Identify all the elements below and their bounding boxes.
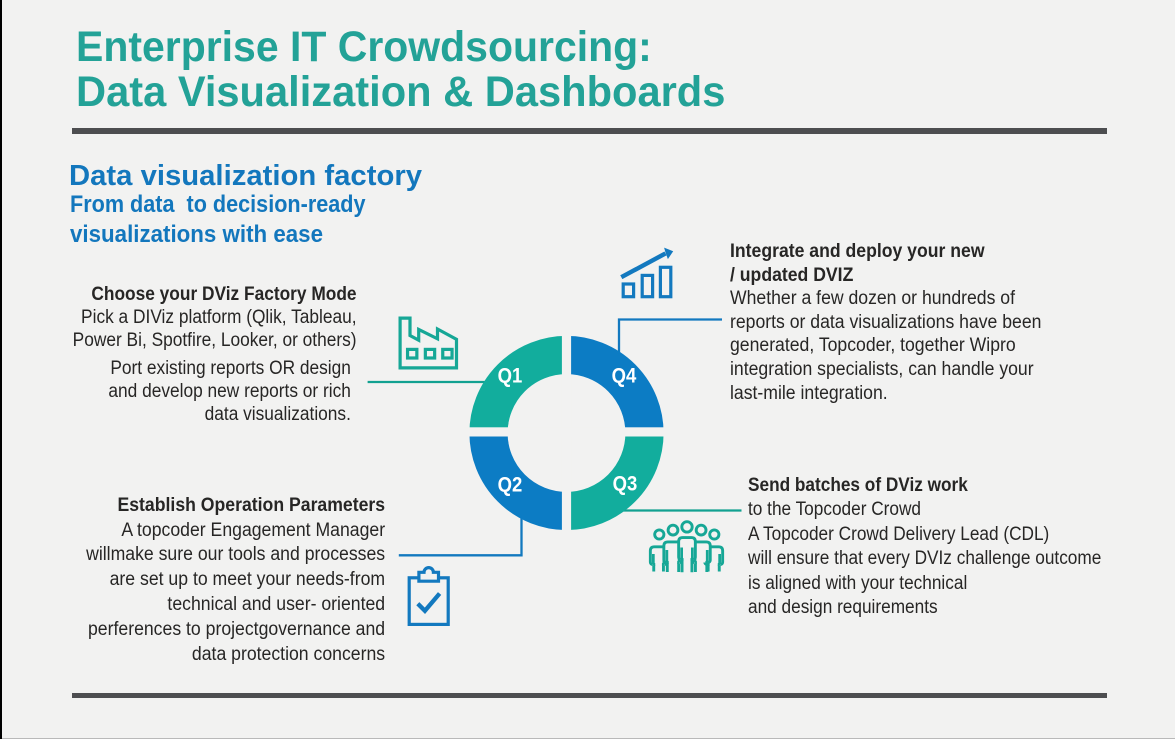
step-q3-line: A Topcoder Crowd Delivery Lead (CDL) <box>748 523 1050 545</box>
section-subtitle: From data to decision-ready visualizatio… <box>70 190 402 248</box>
step-q2-line: willmake sure our tools and processes <box>86 544 385 566</box>
step-q4-text-block: Integrate and deploy your new / updated … <box>730 240 1041 405</box>
step-q4-line: integration specialists, can handle your <box>730 358 1034 380</box>
page-title-line1: Enterprise IT Crowdsourcing: <box>75 23 652 72</box>
step-q4-line: Whether a few dozen or hundreds of <box>730 288 1015 310</box>
donut-q1-label: Q1 <box>497 364 522 388</box>
donut-q1-segment <box>469 335 568 434</box>
bottom-edge-line <box>2 737 1175 739</box>
crowd-person-center <box>677 520 697 573</box>
step-q3-line: will ensure that every DVIz challenge ou… <box>748 548 1102 570</box>
step-q3-line: is aligned with your technical <box>748 572 968 594</box>
donut-q4-label: Q4 <box>611 364 637 388</box>
donut-q3-segment <box>565 432 664 531</box>
step-q1-line: Pick a DIViz platform (Qlik, Tableau, <box>81 306 357 328</box>
step-q4-line: reports or data visualizations have been <box>730 311 1042 333</box>
page-title-line2: Data Visualization & Dashboards <box>75 67 726 116</box>
step-q3-heading: Send batches of DViz work <box>748 475 968 496</box>
step-q1-line: Power Bi, Spotfire, Looker, or others) <box>72 329 357 351</box>
donut-gap-horizontal <box>464 427 669 437</box>
growth-chart-icon <box>620 247 674 299</box>
section-subtitle-line2: visualizations with ease <box>69 220 323 248</box>
step-q2-heading: Establish Operation Parameters <box>117 494 385 516</box>
donut-chart <box>464 330 669 534</box>
step-q4-heading-line2: / updated DVIZ <box>730 264 854 286</box>
step-q3-line: and design requirements <box>748 597 938 619</box>
donut-q2-label: Q2 <box>497 473 522 497</box>
top-divider <box>72 128 1107 134</box>
step-q1-line: data visualizations. <box>204 403 351 425</box>
step-q2-line: data protection concerns <box>191 643 385 665</box>
step-q1-heading: Choose your DViz Factory Mode <box>91 283 357 305</box>
step-q2-text-block: Establish Operation Parameters A topcode… <box>86 494 385 668</box>
factory-icon <box>398 316 459 370</box>
step-q1-line: Port existing reports OR design <box>110 357 351 379</box>
step-q4-line: last-mile integration. <box>730 382 888 404</box>
section-heading: Data visualization factory <box>69 159 423 192</box>
donut-q4-segment <box>565 335 664 434</box>
step-q2-line: are set up to meet your needs-from <box>109 569 385 591</box>
step-q2-line: A topcoder Engagement Manager <box>121 519 385 541</box>
clipboard-check-icon <box>407 566 450 626</box>
crowd-icon <box>648 520 725 573</box>
step-q4-line: generated, Topcoder, together Wipro <box>730 335 1016 357</box>
q2-connector-line <box>398 515 523 557</box>
step-q1-line: and develop new reports or rich <box>108 380 351 402</box>
bottom-divider <box>72 692 1107 699</box>
step-q4-heading-line1: Integrate and deploy your new <box>730 241 985 262</box>
page-title: Enterprise IT Crowdsourcing: Data Visual… <box>76 25 747 114</box>
step-q2-line: technical and user- oriented <box>167 594 385 616</box>
donut-q3-label: Q3 <box>612 472 637 496</box>
step-q1-paragraph2: Port existing reports OR design and deve… <box>73 357 351 426</box>
donut-q2-segment <box>469 432 568 531</box>
step-q2-line: perferences to projectgovernance and <box>87 618 385 640</box>
section-subtitle-line1: From data to decision-ready <box>69 191 366 219</box>
q4-connector-line <box>617 318 722 365</box>
step-q3-text-block: Send batches of DViz work to the Topcode… <box>748 474 1101 620</box>
step-q1-text-block: Choose your DViz Factory Mode Pick a DIV… <box>73 283 357 426</box>
step-q3-line: to the Topcoder Crowd <box>748 499 922 521</box>
